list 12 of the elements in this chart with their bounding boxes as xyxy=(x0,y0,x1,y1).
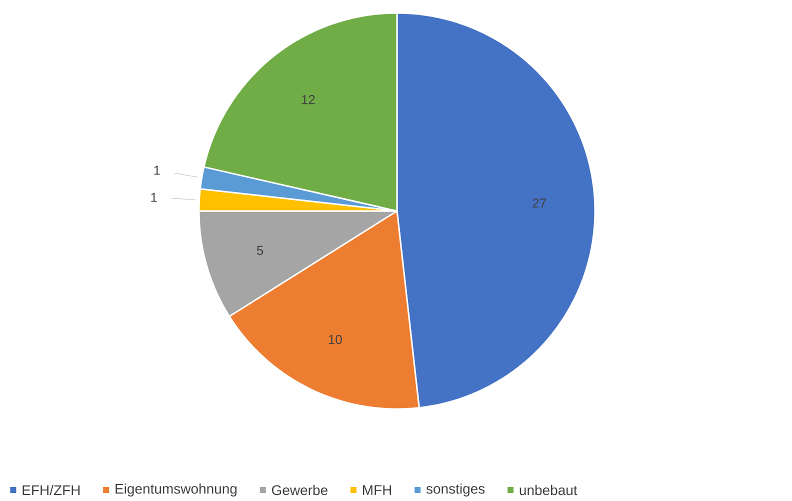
data-label: 12 xyxy=(302,95,315,104)
legend-label: EFH/ZFH xyxy=(22,484,80,496)
legend-label: Eigentumswohnung xyxy=(116,483,237,497)
data-label: 27 xyxy=(532,198,546,208)
legend-label: MFH xyxy=(363,485,392,495)
data-label: 5 xyxy=(256,246,264,255)
data-label: 1 xyxy=(154,166,160,175)
data-label: 10 xyxy=(328,334,342,344)
data-label: 1 xyxy=(151,192,157,202)
legend-label: sonstiges xyxy=(426,483,485,497)
legend-label: Gewerbe xyxy=(272,484,328,496)
legend-label: unbebaut xyxy=(520,484,578,496)
